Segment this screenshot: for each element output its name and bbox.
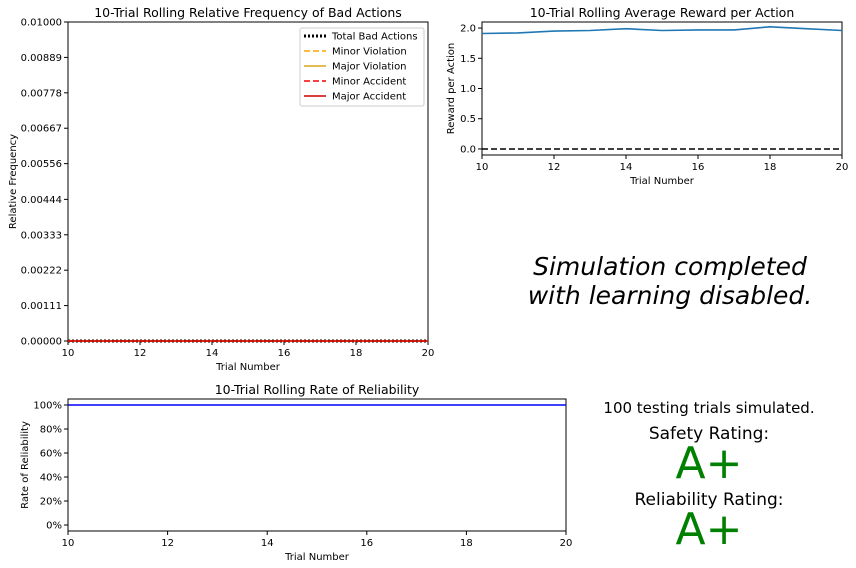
chart-reward-ytick-label: 0.0 <box>460 144 476 155</box>
chart-bad-actions-ytick-label: 0.00556 <box>21 159 62 170</box>
chart-reward-ytick-label: 2.0 <box>460 24 476 35</box>
chart-reliability-ytick-label: 100% <box>33 401 62 412</box>
chart-reliability-xtick-label: 14 <box>261 538 274 549</box>
chart-reward-title: 10-Trial Rolling Average Reward per Acti… <box>530 5 795 20</box>
chart-bad-actions-xlabel: Trial Number <box>215 362 281 373</box>
chart-bad-actions-ytick-label: 0.00778 <box>21 88 62 99</box>
chart-bad-actions-xtick-label: 20 <box>422 348 435 359</box>
chart-reward-xtick-label: 16 <box>692 162 705 173</box>
chart-bad-actions-ytick-label: 0.00889 <box>21 53 62 64</box>
chart-bad-actions-legend-box <box>299 27 425 107</box>
trials-simulated-text: 100 testing trials simulated. <box>603 399 815 417</box>
rating-summary: 100 testing trials simulated. Safety Rat… <box>590 398 828 555</box>
simulation-message: Simulation completed with learning disab… <box>490 252 850 310</box>
chart-reliability-frame <box>67 398 567 532</box>
chart-reward-frame <box>481 21 843 156</box>
chart-reward-xlabel: Trial Number <box>629 176 695 187</box>
reliability-rating-label: Reliability Rating: <box>634 490 784 510</box>
legend-label-2: Major Violation <box>332 62 407 73</box>
chart-reward-xtick-label: 14 <box>620 162 633 173</box>
chart-bad-actions-xtick-label: 14 <box>206 348 219 359</box>
chart-reward-series-0-line <box>481 25 843 35</box>
chart-bad-actions-ytick-label: 0.00111 <box>21 301 62 312</box>
chart-reward-xtick-label: 20 <box>836 162 849 173</box>
chart-reliability-xtick-label: 18 <box>460 538 473 549</box>
chart-reliability-xlabel: Trial Number <box>284 552 350 563</box>
chart-reliability-ytick-label: 60% <box>40 449 62 460</box>
chart-bad-actions-xtick-label: 18 <box>350 348 363 359</box>
simulation-message-line-1: Simulation completed <box>533 252 807 281</box>
legend-label-1: Minor Violation <box>332 47 407 58</box>
chart-reliability-ytick-label: 40% <box>40 473 62 484</box>
chart-reliability-ytick-label: 20% <box>40 497 62 508</box>
safety-rating-label: Safety Rating: <box>648 424 770 444</box>
chart-bad-actions-ytick-label: 0.01000 <box>21 18 62 29</box>
chart-bad-actions-ytick-label: 0.00222 <box>21 266 62 277</box>
chart-reliability-title: 10-Trial Rolling Rate of Reliability <box>215 382 420 397</box>
legend-label-4: Major Accident <box>332 92 406 103</box>
chart-bad-actions-xtick-label: 10 <box>62 348 75 359</box>
chart-bad-actions-title: 10-Trial Rolling Relative Frequency of B… <box>94 5 402 20</box>
chart-reward-ytick-label: 0.5 <box>460 114 476 125</box>
chart-bad-actions-ylabel: Relative Frequency <box>8 134 19 229</box>
chart-reliability-ylabel: Rate of Reliability <box>20 421 31 509</box>
chart-reward-xtick-label: 18 <box>764 162 777 173</box>
chart-reward-ylabel: Reward per Action <box>446 43 457 135</box>
chart-reliability-xtick-label: 20 <box>560 538 573 549</box>
simulation-message-line-2: with learning disabled. <box>527 281 813 310</box>
chart-reward-xtick-label: 10 <box>476 162 489 173</box>
chart-bad-actions-ytick-label: 0.00333 <box>21 230 62 241</box>
reliability-rating-grade: A+ <box>675 504 743 555</box>
chart-reliability-ytick-label: 0% <box>46 521 62 532</box>
chart-reward-ytick-label: 1.0 <box>460 84 476 95</box>
legend-label-3: Minor Accident <box>332 77 406 88</box>
chart-bad-actions-xtick-label: 12 <box>134 348 147 359</box>
chart-bad-actions-ytick-label: 0.00000 <box>21 337 62 348</box>
chart-bad-actions-ytick-label: 0.00667 <box>21 124 62 135</box>
legend-label-0: Total Bad Actions <box>331 32 418 43</box>
chart-reliability-xtick-label: 10 <box>62 538 75 549</box>
safety-rating-grade: A+ <box>675 438 743 489</box>
chart-reliability-ytick-label: 80% <box>40 425 62 436</box>
chart-reliability-xtick-label: 16 <box>360 538 373 549</box>
chart-bad-actions-xtick-label: 16 <box>278 348 291 359</box>
chart-reliability-xtick-label: 12 <box>161 538 174 549</box>
chart-bad-actions-ytick-label: 0.00444 <box>21 195 62 206</box>
chart-reward-ytick-label: 1.5 <box>460 54 476 65</box>
chart-reward-xtick-label: 12 <box>548 162 561 173</box>
